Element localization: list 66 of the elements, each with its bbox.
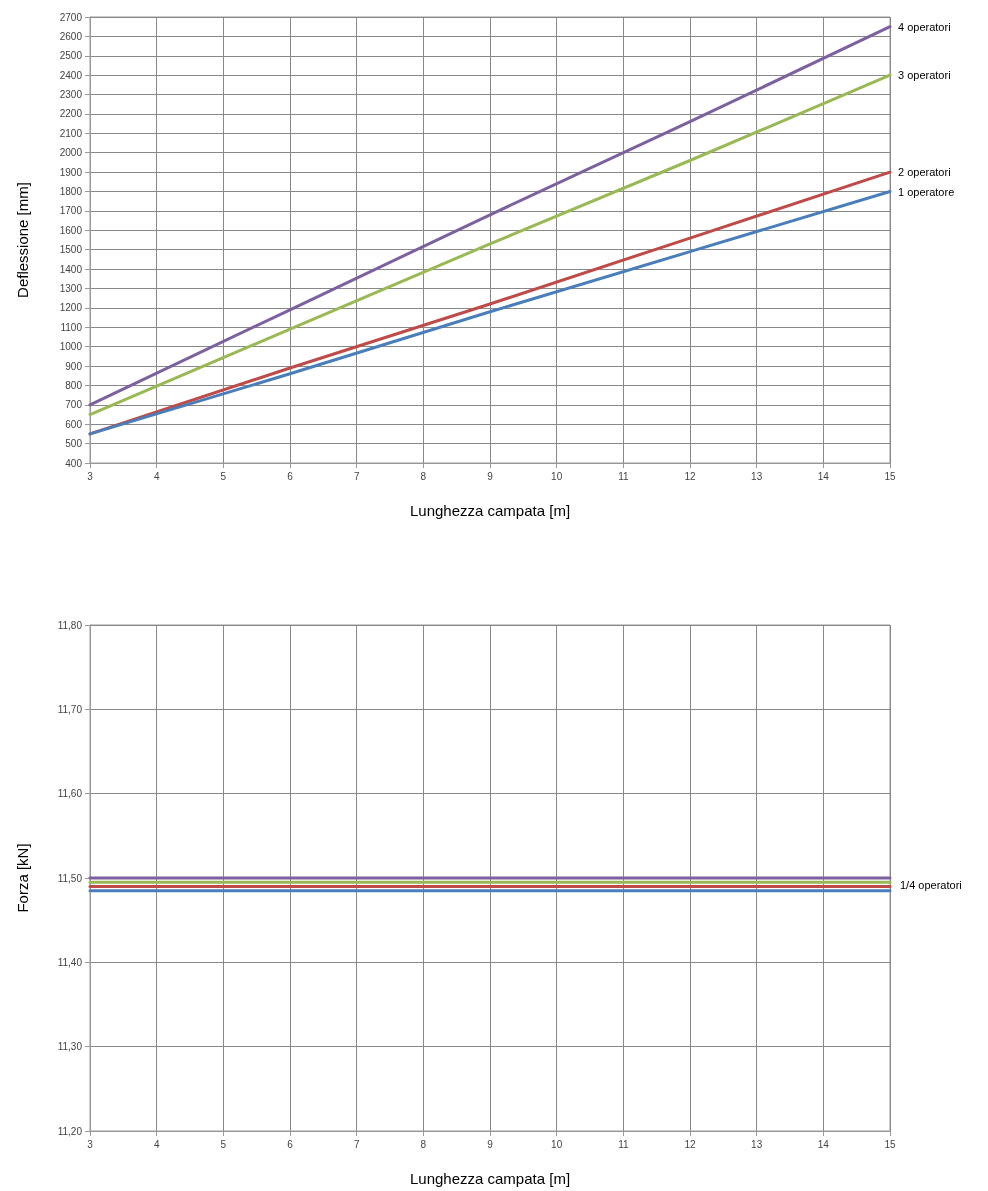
x-tick-label: 3 [87,470,94,482]
y-tick-label: 11,50 [57,872,83,884]
y-tick-label: 600 [65,418,83,430]
y-tick-label: 2600 [59,30,83,42]
x-tick-label: 3 [87,1138,94,1150]
y-tick-label: 1300 [59,282,83,294]
x-tick-label: 11 [618,470,629,482]
y-tick-label: 11,80 [57,619,83,631]
series-label: 2 operatori [898,166,951,179]
x-tick-label: 7 [353,470,360,482]
x-tick-label: 5 [220,1138,227,1150]
y-tick-label: 1600 [59,224,83,236]
x-tick-label: 14 [817,1138,830,1150]
y-tick-label: 1800 [59,186,83,198]
y-tick-label: 2100 [59,127,83,139]
y-axis-title: Deflessione [mm] [14,182,31,298]
series-label: 1 operatore [898,185,955,198]
y-tick-label: 11,20 [57,1125,83,1137]
x-tick-label: 11 [618,1138,629,1150]
x-tick-label: 6 [287,1138,294,1150]
x-tick-label: 4 [153,1138,160,1150]
y-tick-label: 1000 [59,341,83,353]
x-tick-label: 10 [551,1138,563,1150]
y-tick-label: 800 [65,379,83,391]
y-tick-label: 2400 [59,69,83,81]
x-tick-label: 5 [220,470,227,482]
x-tick-label: 7 [353,1138,360,1150]
y-tick-label: 2200 [59,108,83,120]
y-tick-label: 700 [65,399,83,411]
y-tick-label: 1900 [59,166,83,178]
x-axis-title: Lunghezza campata [m] [409,1170,571,1187]
x-tick-label: 10 [551,470,563,482]
y-tick-label: 1400 [59,263,83,275]
x-axis-title: Lunghezza campata [m] [409,502,571,519]
series-label: 4 operatori [898,20,951,33]
x-tick-label: 4 [153,470,160,482]
y-tick-label: 2700 [59,11,83,23]
y-tick-label: 1100 [60,321,83,333]
y-tick-label: 400 [65,457,83,469]
y-tick-label: 900 [65,360,83,372]
annotation: 1/4 operatori [900,878,962,891]
y-tick-label: 2300 [59,89,83,101]
y-tick-label: 11,40 [57,956,83,968]
x-tick-label: 9 [487,1138,494,1150]
x-tick-label: 6 [287,470,294,482]
y-tick-label: 2500 [59,50,83,62]
x-tick-label: 8 [420,1138,427,1150]
x-tick-label: 9 [487,470,494,482]
x-tick-label: 8 [420,470,427,482]
y-tick-label: 11,60 [57,788,83,800]
x-tick-label: 12 [684,470,696,482]
x-tick-label: 14 [817,470,830,482]
y-tick-label: 1700 [59,205,83,217]
y-tick-label: 11,70 [57,703,83,715]
y-tick-label: 1500 [59,244,83,256]
y-tick-label: 500 [65,438,83,450]
x-tick-label: 12 [684,1138,696,1150]
y-axis-title: Forza [kN] [14,843,31,913]
y-tick-label: 1200 [59,302,83,314]
series-label: 3 operatori [898,69,951,82]
x-tick-label: 15 [884,1138,896,1150]
y-tick-label: 11,30 [57,1041,83,1053]
x-tick-label: 13 [751,470,763,482]
x-tick-label: 15 [884,470,896,482]
x-tick-label: 13 [751,1138,763,1150]
y-tick-label: 2000 [59,147,83,159]
